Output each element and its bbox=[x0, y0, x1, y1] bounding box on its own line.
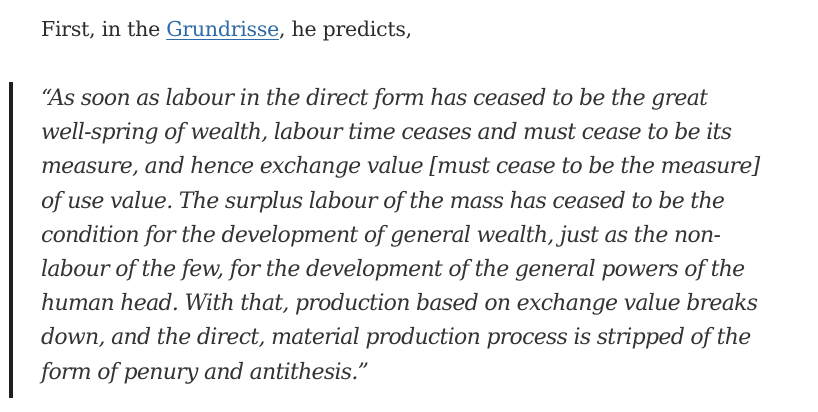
quote-line-7: human head. With that, production based … bbox=[41, 291, 758, 317]
blockquote: “As soon as labour in the direct form ha… bbox=[41, 82, 760, 390]
intro-paragraph: First, in the Grundrisse, he predicts, bbox=[41, 14, 412, 44]
intro-text-before: First, in the bbox=[41, 17, 167, 41]
quote-line-3: measure, and hence exchange value [must … bbox=[41, 154, 760, 180]
blockquote-border bbox=[9, 82, 13, 398]
grundrisse-link[interactable]: Grundrisse bbox=[166, 17, 279, 41]
quote-line-5: condition for the development of general… bbox=[41, 222, 721, 248]
quote-line-4: of use value. The surplus labour of the … bbox=[41, 188, 725, 214]
intro-text-after: , he predicts, bbox=[278, 17, 412, 41]
quote-line-2: well-spring of wealth, labour time cease… bbox=[41, 120, 732, 146]
quote-line-1: “As soon as labour in the direct form ha… bbox=[41, 86, 708, 111]
quote-line-6: labour of the few, for the development o… bbox=[41, 257, 745, 283]
quote-line-9: form of penury and antithesis.” bbox=[41, 359, 369, 385]
quote-line-8: down, and the direct, material productio… bbox=[41, 325, 751, 351]
